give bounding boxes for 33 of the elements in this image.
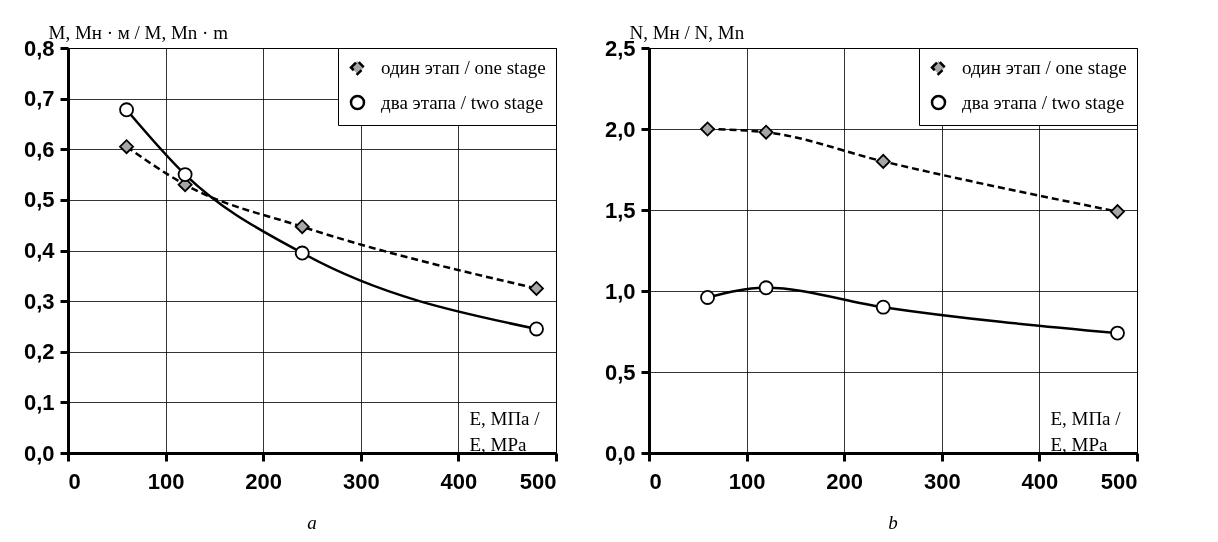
text: a <box>307 512 317 533</box>
y-tick-label: 0,0 <box>23 440 55 466</box>
x-tick-label: 300 <box>923 468 961 494</box>
legend-label: два этапа / two stage <box>962 91 1125 113</box>
x-tick-label: 200 <box>826 468 864 494</box>
legend-label: один этап / one stage <box>962 56 1127 78</box>
x-axis-title: E, МПа / E, MPa <box>469 408 541 455</box>
x-tick-label: 200 <box>245 468 283 494</box>
y-tick-label: 0,0 <box>604 440 636 466</box>
y-tick-label: 0,1 <box>23 389 55 415</box>
y-tick-label: 1,5 <box>604 197 636 223</box>
x-tick-label: 300 <box>342 468 380 494</box>
legend-label: два этапа / two stage <box>381 91 544 113</box>
x-tick-label: 400 <box>1021 468 1059 494</box>
y-tick-label: 0,2 <box>23 339 55 365</box>
y-tick-label: 2,0 <box>604 116 636 142</box>
y-tick-label: 0,5 <box>23 187 55 213</box>
x-tick-label: 100 <box>147 468 185 494</box>
x-tick-label: 500 <box>1100 468 1138 494</box>
x-tick-label: 100 <box>728 468 766 494</box>
x-tick-label: 400 <box>440 468 478 494</box>
y-tick-label: 0,6 <box>23 136 55 162</box>
x-tick-label: 0 <box>68 468 81 494</box>
x-tick-label: 500 <box>519 468 557 494</box>
x-tick-label: 0 <box>649 468 662 494</box>
legend-label: один этап / one stage <box>381 56 546 78</box>
y-tick-label: 0,3 <box>23 288 55 314</box>
y-tick-label: 0,5 <box>604 359 636 385</box>
x-axis-title: E, МПа / E, MPa <box>1050 408 1122 455</box>
y-tick-label: 0,7 <box>23 86 55 112</box>
y-tick-label: 1,0 <box>604 278 636 304</box>
text: b <box>888 512 898 533</box>
y-tick-label: 0,4 <box>23 238 56 263</box>
